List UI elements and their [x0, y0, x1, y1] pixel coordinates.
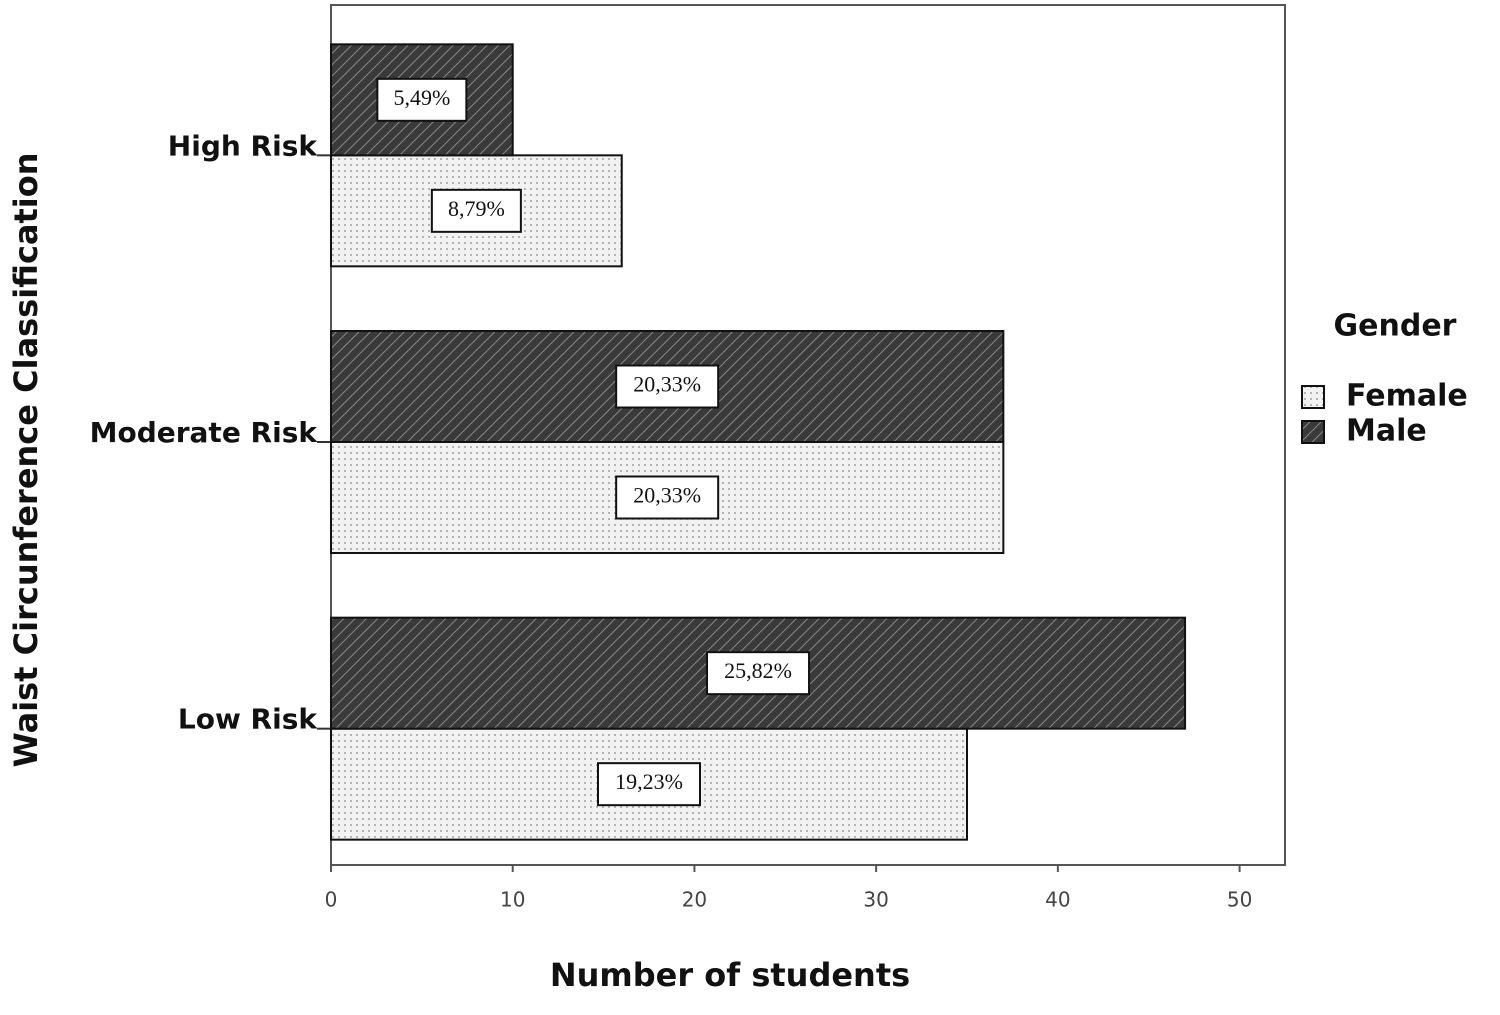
x-tick-label: 20 — [682, 888, 707, 912]
value-label: 8,79% — [448, 196, 505, 221]
value-label-box — [597, 762, 701, 807]
value-label: 5,49% — [393, 85, 450, 110]
legend-label: Male — [1346, 414, 1427, 449]
y-tick-label: Low Risk — [178, 703, 319, 736]
value-label-box — [376, 77, 468, 122]
x-tick-label: 10 — [500, 888, 525, 912]
value-label-box — [615, 475, 720, 520]
value-label: 20,33% — [633, 483, 701, 508]
value-label: 19,23% — [615, 769, 683, 794]
x-tick-label: 40 — [1045, 888, 1070, 912]
value-label-box — [615, 364, 720, 409]
value-label-box — [430, 188, 522, 233]
value-label-box — [706, 651, 811, 696]
x-tick-label: 50 — [1227, 888, 1252, 912]
y-tick-label: High Risk — [168, 129, 319, 162]
legend-swatch — [1301, 420, 1325, 444]
y-axis-title: Waist Circunference Classification — [7, 152, 45, 767]
legend-title: Gender — [1334, 309, 1457, 344]
x-tick-label: 30 — [863, 888, 888, 912]
legend-swatch — [1301, 385, 1325, 409]
x-tick-label: 0 — [325, 888, 338, 912]
x-axis-title: Number of students — [550, 956, 910, 994]
y-tick-label: Moderate Risk — [90, 416, 319, 449]
value-label: 20,33% — [633, 372, 701, 397]
value-label: 25,82% — [724, 658, 792, 683]
legend-label: Female — [1346, 379, 1468, 414]
